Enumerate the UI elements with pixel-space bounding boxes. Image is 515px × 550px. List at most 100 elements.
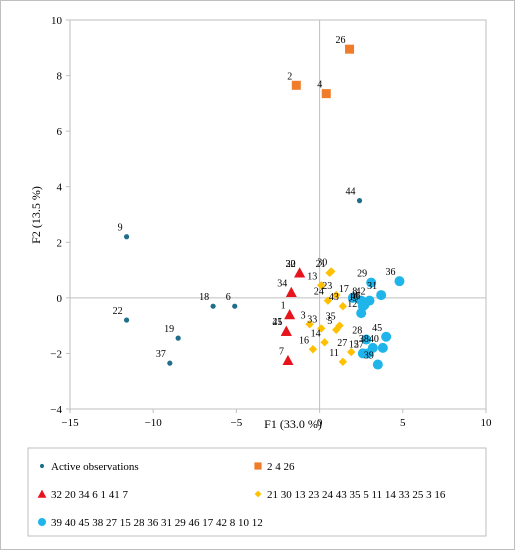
y-tick-label: 2 bbox=[57, 237, 63, 249]
point-label: 42 bbox=[356, 287, 366, 298]
data-point bbox=[123, 234, 130, 240]
point-label: 2 bbox=[287, 71, 292, 82]
data-point bbox=[345, 44, 355, 54]
point-label: 24 bbox=[314, 287, 324, 298]
y-axis-title: F2 (13.5 %) bbox=[29, 186, 43, 244]
data-point bbox=[377, 342, 388, 353]
point-label: 5 bbox=[327, 316, 332, 327]
y-tick-label: −4 bbox=[50, 404, 62, 416]
data-point bbox=[294, 267, 306, 278]
legend-marker bbox=[38, 518, 46, 526]
data-point bbox=[308, 345, 318, 354]
data-point bbox=[317, 281, 326, 290]
x-tick-label: 5 bbox=[400, 417, 406, 429]
y-tick-label: 6 bbox=[57, 126, 63, 138]
y-tick-label: 4 bbox=[57, 182, 63, 194]
point-label: 25 bbox=[272, 317, 282, 328]
point-label: 18 bbox=[199, 292, 209, 303]
legend-marker bbox=[37, 489, 47, 498]
data-point bbox=[284, 309, 296, 320]
y-tick-label: 8 bbox=[57, 71, 63, 83]
point-label: 35 bbox=[326, 312, 336, 323]
point-label: 27 bbox=[337, 338, 347, 349]
legend-label: 32 20 34 6 1 41 7 bbox=[51, 489, 129, 501]
point-label: 3 bbox=[301, 310, 306, 321]
point-label: 29 bbox=[357, 269, 367, 280]
data-point bbox=[321, 89, 331, 99]
data-point bbox=[366, 277, 377, 288]
data-point bbox=[347, 347, 356, 357]
data-point bbox=[327, 267, 336, 276]
data-point bbox=[376, 290, 387, 301]
point-label: 36 bbox=[385, 267, 395, 278]
legend: Active observations 2 4 26 32 20 34 6 1 41… bbox=[37, 461, 446, 529]
point-label: 34 bbox=[277, 278, 287, 289]
data-point bbox=[291, 80, 301, 90]
point-label: 33 bbox=[307, 314, 317, 325]
data-points bbox=[123, 44, 405, 370]
x-tick-label: 0 bbox=[317, 417, 323, 429]
point-label: 31 bbox=[367, 281, 377, 292]
point-label: 9 bbox=[118, 223, 123, 234]
point-label: 4 bbox=[317, 80, 322, 91]
point-label: 14 bbox=[311, 328, 321, 339]
point-label: 10 bbox=[349, 292, 359, 303]
point-label: 41 bbox=[272, 317, 282, 328]
data-point bbox=[357, 301, 368, 312]
legend-label: Active observations bbox=[51, 461, 139, 473]
point-label: 12 bbox=[347, 299, 357, 310]
legend-marker bbox=[254, 490, 262, 498]
point-label: 37 bbox=[156, 349, 166, 360]
data-point bbox=[305, 320, 314, 329]
x-tick-label: −15 bbox=[61, 417, 79, 429]
data-point bbox=[381, 331, 392, 342]
point-label: 17 bbox=[339, 284, 349, 295]
point-label: 21 bbox=[316, 259, 326, 270]
data-point bbox=[361, 334, 372, 345]
data-point bbox=[372, 359, 383, 370]
legend-label: 2 4 26 bbox=[267, 461, 295, 473]
point-label: 45 bbox=[372, 323, 382, 334]
y-tick-label: −2 bbox=[50, 348, 62, 360]
data-point bbox=[167, 360, 173, 366]
point-label: 13 bbox=[307, 271, 317, 282]
point-label: 7 bbox=[279, 346, 284, 357]
point-label: 39 bbox=[364, 351, 374, 362]
data-point bbox=[362, 348, 373, 359]
point-label: 8 bbox=[352, 287, 357, 298]
point-label: 15 bbox=[349, 339, 359, 350]
y-tick-label: 0 bbox=[57, 293, 63, 305]
plot-area bbox=[69, 19, 487, 410]
x-tick-label: 10 bbox=[481, 417, 493, 429]
legend-label: 21 30 13 23 24 43 35 5 11 14 33 25 3 16 bbox=[267, 489, 446, 501]
point-label: 6 bbox=[226, 292, 231, 303]
point-label: 43 bbox=[329, 292, 339, 303]
data-point bbox=[282, 354, 294, 366]
legend-label: 39 40 45 38 27 15 28 36 31 29 46 17 42 8… bbox=[51, 517, 263, 529]
data-point bbox=[347, 292, 358, 303]
data-point bbox=[332, 290, 341, 300]
data-point bbox=[232, 303, 238, 309]
data-point bbox=[123, 317, 130, 323]
x-axis-title: F1 (33.0 %) bbox=[264, 417, 322, 431]
point-label: 11 bbox=[329, 348, 339, 359]
data-point bbox=[175, 335, 181, 341]
data-point bbox=[338, 357, 348, 366]
y-tick-label: 10 bbox=[51, 15, 63, 27]
data-point bbox=[338, 301, 348, 311]
point-label: 30 bbox=[317, 257, 327, 268]
point-label: 28 bbox=[352, 326, 362, 337]
data-point bbox=[285, 286, 297, 297]
point-label: 46 bbox=[351, 291, 361, 302]
data-point bbox=[280, 325, 292, 336]
point-label: 26 bbox=[336, 35, 346, 46]
x-tick-label: −10 bbox=[145, 417, 163, 429]
data-point bbox=[356, 198, 363, 204]
data-point bbox=[317, 324, 326, 333]
point-label: 20 bbox=[286, 259, 296, 270]
point-label: 23 bbox=[322, 281, 332, 292]
point-label: 1 bbox=[281, 301, 286, 312]
